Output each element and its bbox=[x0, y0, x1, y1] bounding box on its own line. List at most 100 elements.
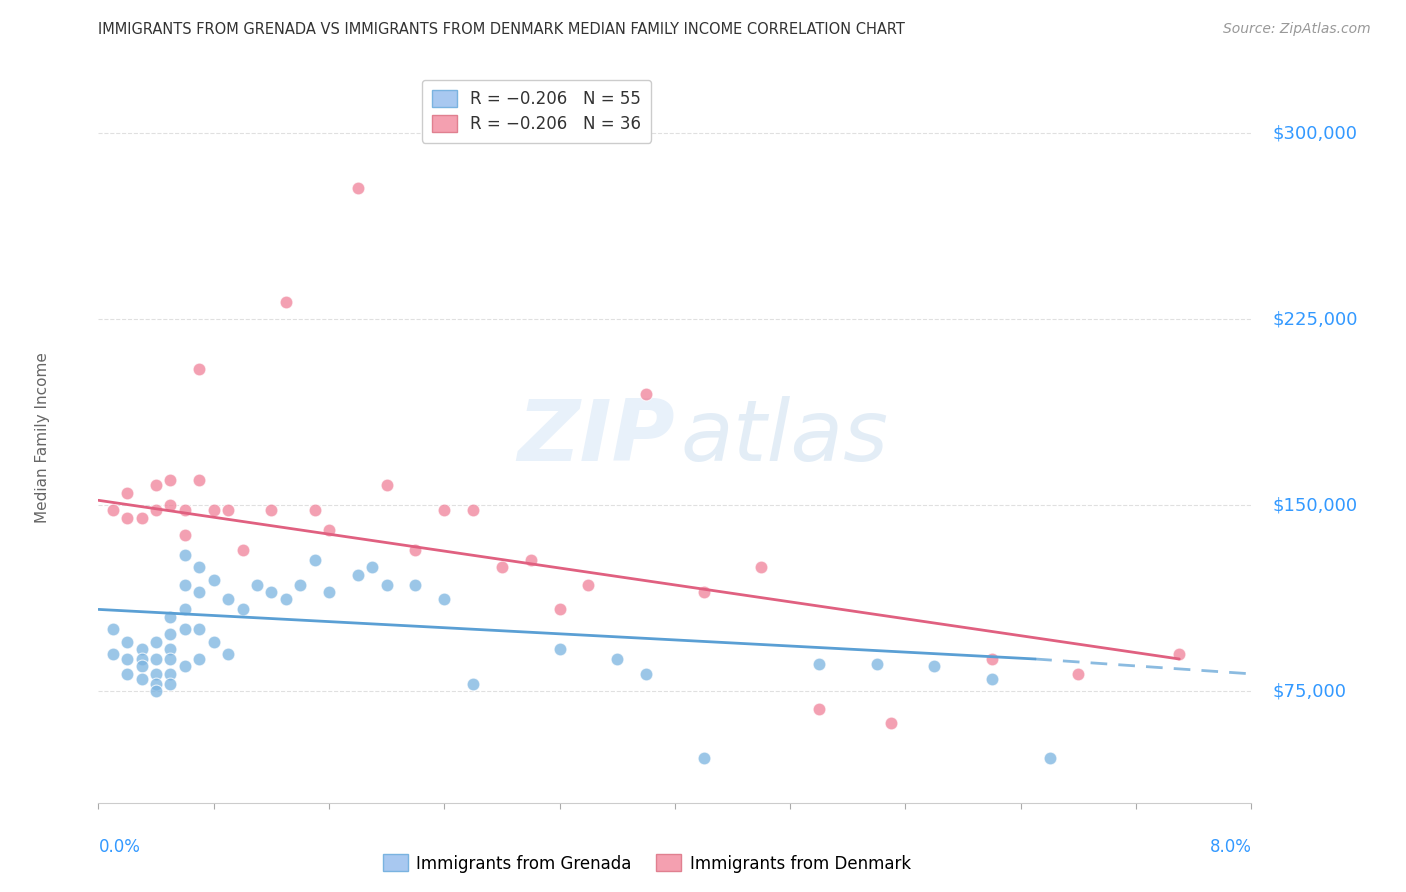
Point bbox=[159, 666, 181, 681]
Point bbox=[693, 585, 716, 599]
Point bbox=[202, 634, 225, 648]
Point bbox=[188, 362, 211, 376]
Point bbox=[131, 642, 153, 657]
Point bbox=[188, 474, 211, 488]
Text: ZIP: ZIP bbox=[517, 395, 675, 479]
Point bbox=[174, 503, 197, 517]
Point bbox=[159, 642, 181, 657]
Point bbox=[375, 577, 398, 591]
Point bbox=[188, 560, 211, 574]
Point bbox=[174, 528, 197, 542]
Point bbox=[159, 498, 181, 512]
Point bbox=[606, 652, 628, 666]
Point bbox=[217, 592, 239, 607]
Point bbox=[578, 577, 600, 591]
Point bbox=[693, 751, 716, 765]
Point bbox=[117, 634, 138, 648]
Point bbox=[117, 652, 138, 666]
Point bbox=[231, 602, 254, 616]
Point bbox=[174, 577, 197, 591]
Point bbox=[318, 523, 340, 537]
Point bbox=[188, 585, 211, 599]
Point bbox=[751, 560, 773, 574]
Point bbox=[274, 295, 297, 310]
Point bbox=[159, 652, 181, 666]
Point bbox=[865, 657, 889, 671]
Point bbox=[131, 672, 153, 686]
Point bbox=[304, 553, 326, 567]
Point bbox=[361, 560, 384, 574]
Point bbox=[260, 503, 283, 517]
Text: 8.0%: 8.0% bbox=[1209, 838, 1251, 856]
Point bbox=[346, 567, 368, 582]
Point bbox=[101, 647, 124, 661]
Point bbox=[117, 486, 138, 500]
Point bbox=[202, 573, 225, 587]
Point bbox=[145, 684, 167, 698]
Point bbox=[375, 478, 398, 492]
Point bbox=[159, 677, 181, 691]
Legend: R = −0.206   N = 55, R = −0.206   N = 36: R = −0.206 N = 55, R = −0.206 N = 36 bbox=[422, 79, 651, 143]
Text: 0.0%: 0.0% bbox=[98, 838, 141, 856]
Point bbox=[304, 503, 326, 517]
Text: Median Family Income: Median Family Income bbox=[35, 351, 49, 523]
Point bbox=[145, 503, 167, 517]
Point bbox=[636, 666, 658, 681]
Point bbox=[174, 548, 197, 562]
Point bbox=[274, 592, 297, 607]
Point bbox=[217, 647, 239, 661]
Point bbox=[880, 716, 903, 731]
Point bbox=[405, 542, 427, 557]
Point bbox=[202, 503, 225, 517]
Point bbox=[117, 666, 138, 681]
Point bbox=[260, 585, 283, 599]
Point bbox=[188, 622, 211, 636]
Point bbox=[145, 478, 167, 492]
Point bbox=[981, 652, 1004, 666]
Point bbox=[174, 622, 197, 636]
Point bbox=[188, 652, 211, 666]
Point bbox=[1038, 751, 1062, 765]
Point bbox=[807, 657, 830, 671]
Point bbox=[981, 672, 1004, 686]
Point bbox=[290, 577, 312, 591]
Point bbox=[159, 610, 181, 624]
Point bbox=[174, 602, 197, 616]
Point bbox=[159, 474, 181, 488]
Legend: Immigrants from Grenada, Immigrants from Denmark: Immigrants from Grenada, Immigrants from… bbox=[375, 847, 918, 880]
Point bbox=[131, 659, 153, 673]
Point bbox=[131, 652, 153, 666]
Point bbox=[924, 659, 946, 673]
Point bbox=[636, 386, 658, 401]
Text: Source: ZipAtlas.com: Source: ZipAtlas.com bbox=[1223, 22, 1371, 37]
Point bbox=[217, 503, 239, 517]
Point bbox=[405, 577, 427, 591]
Text: IMMIGRANTS FROM GRENADA VS IMMIGRANTS FROM DENMARK MEDIAN FAMILY INCOME CORRELAT: IMMIGRANTS FROM GRENADA VS IMMIGRANTS FR… bbox=[98, 22, 905, 37]
Point bbox=[231, 542, 254, 557]
Point bbox=[117, 510, 138, 524]
Point bbox=[461, 677, 484, 691]
Point bbox=[1168, 647, 1191, 661]
Text: $225,000: $225,000 bbox=[1272, 310, 1358, 328]
Point bbox=[101, 503, 124, 517]
Point bbox=[548, 602, 571, 616]
Point bbox=[145, 652, 167, 666]
Point bbox=[807, 701, 830, 715]
Point bbox=[145, 677, 167, 691]
Text: $75,000: $75,000 bbox=[1272, 682, 1347, 700]
Point bbox=[461, 503, 484, 517]
Point bbox=[131, 510, 153, 524]
Text: $300,000: $300,000 bbox=[1272, 124, 1357, 143]
Point bbox=[145, 666, 167, 681]
Point bbox=[174, 659, 197, 673]
Point bbox=[145, 634, 167, 648]
Point bbox=[491, 560, 513, 574]
Point bbox=[433, 592, 456, 607]
Text: atlas: atlas bbox=[681, 395, 889, 479]
Point bbox=[159, 627, 181, 641]
Point bbox=[433, 503, 456, 517]
Point bbox=[318, 585, 340, 599]
Point bbox=[246, 577, 269, 591]
Text: $150,000: $150,000 bbox=[1272, 496, 1358, 515]
Point bbox=[101, 622, 124, 636]
